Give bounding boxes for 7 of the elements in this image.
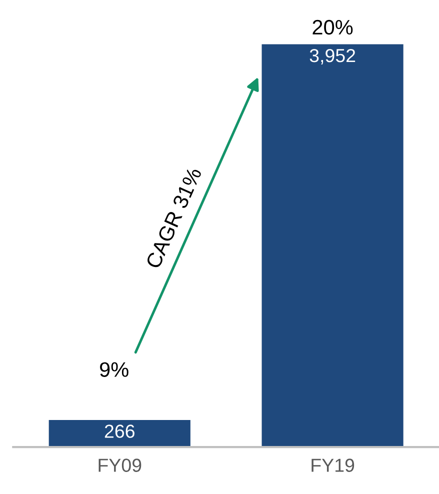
annotation: CAGR 31% xyxy=(145,166,202,270)
x-tick-label: FY19 xyxy=(312,458,354,472)
annotation: 20% xyxy=(312,20,353,35)
data-label: 3,952 xyxy=(310,48,356,64)
annotation: 9% xyxy=(100,362,128,377)
x-tick-label: FY09 xyxy=(98,458,142,472)
data-label: 266 xyxy=(104,424,134,438)
